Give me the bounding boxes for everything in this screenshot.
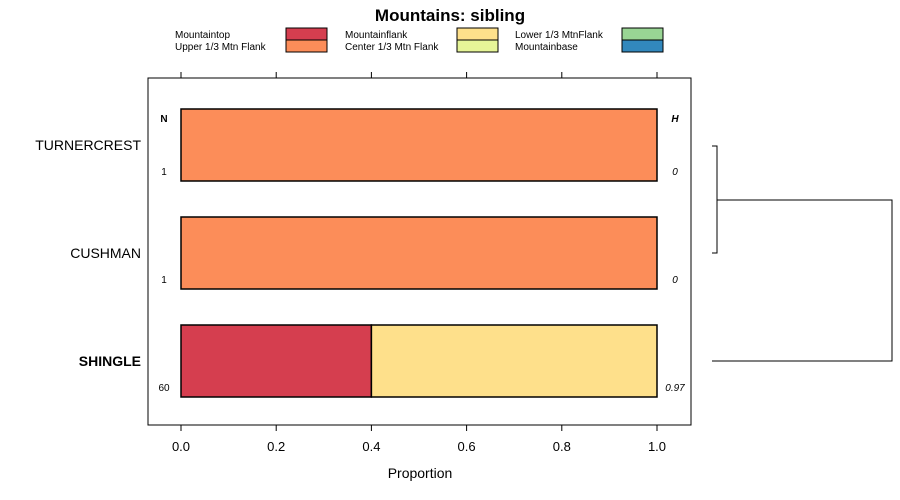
h-value-shingle: 0.97: [665, 383, 685, 394]
legend-swatch-center-1-3-mtn-flank: [456, 39, 499, 53]
h-value-cushman: 0: [672, 275, 678, 286]
dendrogram: [712, 145, 893, 362]
x-tick-label-2: 0.4: [362, 439, 380, 454]
n-header: N: [160, 114, 167, 125]
x-axis-title: Proportion: [388, 465, 453, 481]
h-header: H: [671, 114, 679, 125]
bar-cushman-upper-1-3-mtn-flank: [180, 216, 658, 290]
chart-title: Mountains: sibling: [375, 6, 525, 25]
n-value-turnercrest: 1: [161, 167, 167, 178]
legend-label-upper-1-3-mtn-flank: Upper 1/3 Mtn Flank: [175, 42, 267, 53]
category-label-turnercrest: TURNERCREST: [35, 137, 141, 153]
legend-swatch-lower-1-3-mtnflank: [621, 27, 664, 41]
n-value-shingle: 60: [158, 383, 170, 394]
n-value-cushman: 1: [161, 275, 167, 286]
legend-label-center-1-3-mtn-flank: Center 1/3 Mtn Flank: [345, 42, 439, 53]
legend-swatch-mountainbase: [621, 39, 664, 53]
x-tick-label-0: 0.0: [172, 439, 190, 454]
category-labels: TURNERCREST CUSHMAN SHINGLE: [35, 137, 141, 369]
category-label-shingle: SHINGLE: [79, 353, 141, 369]
legend-swatch-mountaintop: [285, 27, 328, 41]
side-labels: 1 0 1 0 60 0.97 N H: [158, 114, 685, 394]
legend-label-mountainbase: Mountainbase: [515, 42, 578, 53]
plot-frame: [147, 77, 692, 426]
x-tick-label-4: 0.8: [553, 439, 571, 454]
legend-label-mountaintop: Mountaintop: [175, 30, 230, 41]
category-label-cushman: CUSHMAN: [70, 245, 141, 261]
x-axis: 0.0 0.2 0.4 0.6 0.8 1.0: [172, 72, 666, 454]
x-tick-label-1: 0.2: [267, 439, 285, 454]
legend-label-lower-1-3-mtnflank: Lower 1/3 MtnFlank: [515, 30, 604, 41]
bar-shingle-mountaintop: [180, 324, 373, 398]
bar-turnercrest-upper-1-3-mtn-flank: [180, 108, 658, 182]
x-tick-label-3: 0.6: [458, 439, 476, 454]
legend-swatch-mountainflank: [456, 27, 499, 41]
dendrogram-branches: [712, 145, 893, 362]
bar-shingle-mountainflank: [370, 324, 658, 398]
bars: [180, 108, 658, 398]
h-value-turnercrest: 0: [672, 167, 678, 178]
legend-label-mountainflank: Mountainflank: [345, 30, 408, 41]
x-tick-label-5: 1.0: [648, 439, 666, 454]
legend-swatch-upper-1-3-mtn-flank: [285, 39, 328, 53]
